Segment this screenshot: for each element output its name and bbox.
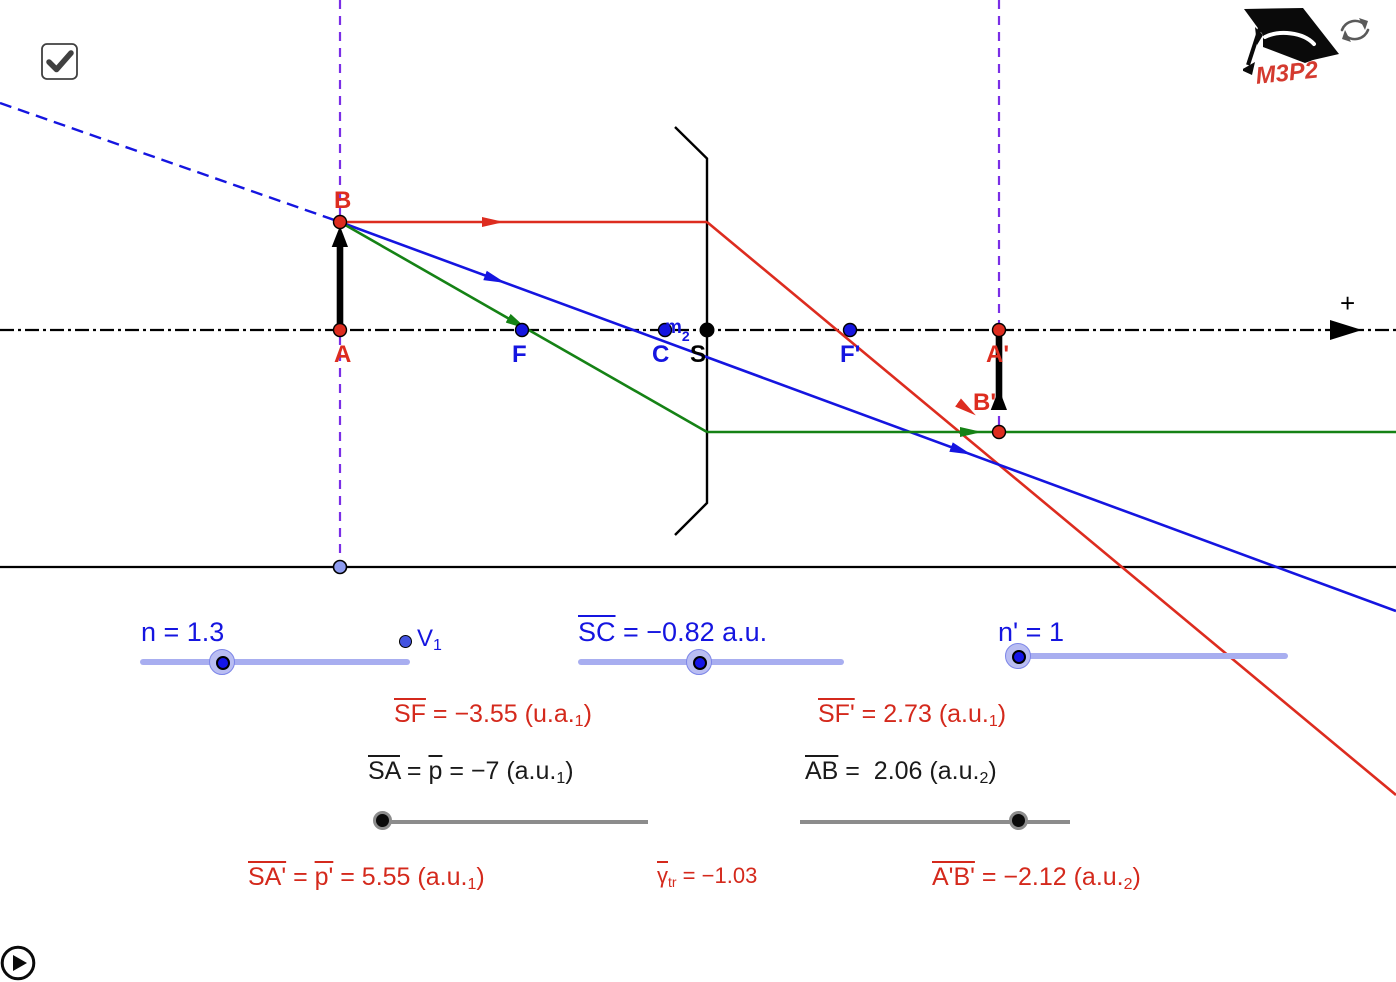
svg-text:F': F'	[840, 341, 860, 368]
svg-text:A': A'	[986, 341, 1009, 368]
svg-text:M3P2: M3P2	[1254, 56, 1320, 89]
svg-text:S: S	[690, 341, 706, 368]
svg-text:A: A	[334, 341, 351, 368]
svg-text:C: C	[652, 341, 669, 368]
svg-text:m2: m2	[665, 317, 690, 344]
svg-text:B: B	[334, 187, 351, 214]
svg-text:F: F	[512, 341, 527, 368]
svg-text:B': B'	[973, 389, 996, 416]
svg-text:+: +	[1340, 288, 1355, 318]
